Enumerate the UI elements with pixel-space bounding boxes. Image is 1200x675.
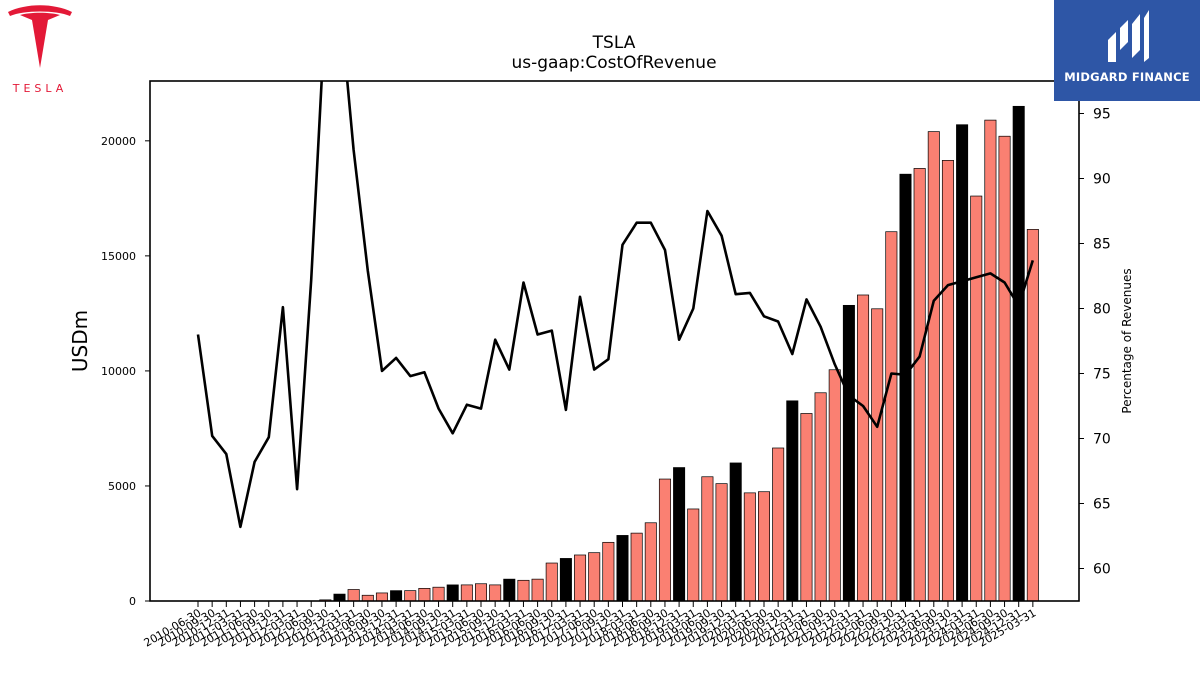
y-tick-label: 15000: [101, 250, 136, 263]
bar-2020-12-31: [786, 400, 799, 602]
chart-title: TSLA: [592, 33, 636, 53]
bar-2013-03-31: [347, 589, 360, 602]
bar-2016-06-30: [531, 578, 544, 602]
bar-2024-06-30: [984, 119, 997, 602]
bar-2013-12-31: [390, 590, 403, 602]
bar-2018-06-30: [644, 522, 657, 602]
chart-subtitle: us-gaap:CostOfRevenue: [511, 53, 716, 73]
y-tick-label: 20000: [101, 135, 136, 148]
tesla-wordmark: TESLA: [12, 82, 68, 95]
bar-2023-06-30: [927, 131, 940, 602]
plot-frame: [149, 80, 1080, 602]
bar-2014-03-31: [404, 590, 417, 602]
midgard-finance-logo: MIDGARD FINANCE: [1054, 0, 1200, 101]
bar-2022-12-31: [899, 173, 912, 602]
bar-2022-03-31: [857, 294, 870, 602]
bar-2021-09-30: [828, 369, 841, 602]
bar-2019-03-31: [687, 508, 700, 602]
bar-2023-03-31: [913, 168, 926, 602]
bar-2020-09-30: [772, 447, 785, 602]
y2-tick-label: 75: [1093, 367, 1111, 383]
bar-2014-12-31: [446, 584, 459, 602]
y2-tick-label: 90: [1093, 172, 1111, 188]
bar-2023-12-31: [956, 124, 969, 602]
bar-2022-09-30: [885, 231, 898, 602]
bar-2023-09-30: [941, 160, 954, 602]
y-axis-label: USDm: [68, 310, 92, 372]
bar-2019-09-30: [715, 483, 728, 602]
bar-2024-03-31: [970, 195, 983, 602]
bar-2017-09-30: [602, 541, 615, 602]
y2-tick-label: 65: [1093, 497, 1111, 513]
percentage-of-revenues-line: [196, 81, 1035, 529]
bar-2017-03-31: [574, 554, 587, 602]
y-tick-label: 5000: [108, 480, 136, 493]
bar-2013-06-30: [361, 594, 374, 602]
y2-tick-label: 70: [1093, 432, 1111, 448]
y-tick-label: 10000: [101, 365, 136, 378]
bar-2024-09-30: [998, 135, 1011, 602]
bar-2014-09-30: [432, 586, 445, 602]
bar-2015-12-31: [503, 578, 516, 602]
bar-2018-09-30: [658, 478, 671, 602]
bar-2025-03-31: [1026, 229, 1039, 602]
bar-2021-12-31: [842, 304, 855, 602]
bar-2020-03-31: [743, 492, 756, 602]
bar-2020-06-30: [757, 491, 770, 602]
bar-2015-09-30: [489, 584, 502, 602]
bar-2016-12-31: [559, 558, 572, 602]
bar-2021-06-30: [814, 392, 827, 602]
midgard-wordmark: MIDGARD FINANCE: [1064, 70, 1190, 84]
bar-2015-06-30: [475, 583, 488, 602]
y-tick-label: 0: [129, 595, 136, 608]
bar-2016-09-30: [545, 562, 558, 602]
y2-tick-label: 95: [1093, 107, 1111, 123]
tesla-logo: TESLA: [0, 0, 80, 100]
bar-2017-06-30: [588, 552, 601, 602]
y2-axis-label: Percentage of Revenues: [1120, 268, 1134, 413]
bar-2015-03-31: [460, 584, 473, 602]
y2-tick-label: 60: [1093, 562, 1111, 578]
tesla-t-icon: [8, 5, 72, 16]
bar-2017-12-31: [616, 535, 629, 602]
tesla-t-stem-icon: [20, 12, 60, 68]
bar-2012-12-31: [333, 593, 346, 602]
bar-2016-03-31: [517, 579, 530, 602]
bar-2022-06-30: [871, 308, 884, 602]
bar-2019-12-31: [729, 462, 742, 602]
bar-2024-12-31: [1012, 105, 1025, 602]
y2-tick-label: 85: [1093, 237, 1111, 253]
y2-tick-label: 80: [1093, 302, 1111, 318]
bar-2021-03-31: [800, 413, 813, 602]
bar-2018-12-31: [673, 467, 686, 602]
bar-2014-06-30: [418, 587, 431, 602]
bar-2013-09-30: [375, 592, 388, 602]
midgard-m-icon: [1108, 10, 1149, 62]
bar-2019-06-30: [701, 476, 714, 602]
bar-2018-03-31: [630, 532, 643, 602]
